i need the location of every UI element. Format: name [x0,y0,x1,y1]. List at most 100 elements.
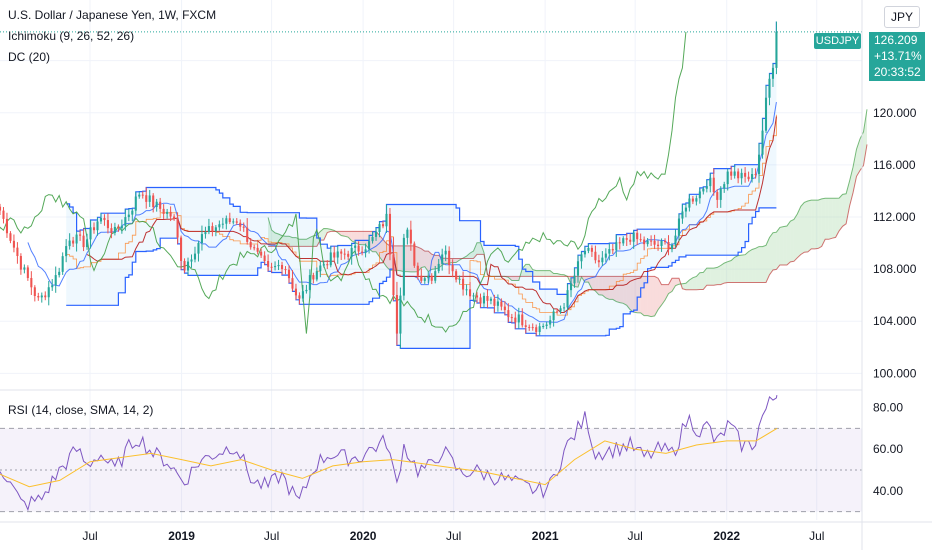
candle[interactable] [159,197,162,213]
candle[interactable] [277,259,280,271]
candle[interactable] [754,168,757,179]
candle[interactable] [16,242,19,264]
candle[interactable] [392,237,395,301]
candle[interactable] [573,267,576,288]
candle[interactable] [486,289,489,308]
candle[interactable] [670,242,674,253]
candle[interactable] [538,322,541,336]
candle[interactable] [420,268,423,283]
candle[interactable] [681,204,684,224]
candle[interactable] [0,203,2,216]
currency-button[interactable]: JPY [884,6,920,28]
candle[interactable] [590,245,593,257]
candle[interactable] [378,221,381,238]
candle[interactable] [716,189,719,208]
candle[interactable] [465,284,468,296]
ichimoku-legend[interactable]: Ichimoku (9, 26, 52, 26) [8,29,135,43]
candle[interactable] [176,212,179,244]
candle[interactable] [709,173,712,193]
candle[interactable] [326,260,329,270]
candle[interactable] [72,236,75,247]
candle[interactable] [145,187,148,209]
candle[interactable] [775,21,778,75]
candle[interactable] [712,168,715,196]
candle[interactable] [764,85,768,133]
candle[interactable] [472,292,475,302]
candle[interactable] [719,186,722,208]
candle[interactable] [594,245,597,264]
candle[interactable] [430,273,433,285]
candle[interactable] [566,283,569,311]
candle[interactable] [737,168,740,184]
candle[interactable] [173,214,176,221]
candle[interactable] [2,207,5,224]
candle[interactable] [166,208,169,219]
candle[interactable] [294,283,297,300]
candle[interactable] [604,248,607,263]
candle[interactable] [280,261,284,276]
candle[interactable] [462,271,465,296]
candle[interactable] [106,213,109,234]
candle[interactable] [475,292,479,304]
candle[interactable] [434,265,437,284]
candle[interactable] [684,203,687,218]
candle[interactable] [730,166,733,180]
candle[interactable] [545,321,548,330]
candle[interactable] [249,238,252,250]
candle[interactable] [629,233,632,245]
candle[interactable] [193,246,197,263]
candle[interactable] [284,266,287,275]
candle[interactable] [402,233,405,301]
candle[interactable] [768,73,771,106]
candle[interactable] [242,222,245,232]
candle[interactable] [469,281,472,300]
candle[interactable] [148,189,151,207]
candle[interactable] [274,261,277,271]
candle[interactable] [246,218,249,245]
candle[interactable] [26,265,29,281]
candle[interactable] [761,118,764,159]
candle[interactable] [691,195,694,205]
candle[interactable] [235,218,238,225]
candle[interactable] [82,228,85,252]
candle[interactable] [576,255,580,283]
candle[interactable] [256,244,259,255]
candle[interactable] [37,292,40,301]
candle[interactable] [374,227,378,241]
candle[interactable] [329,246,332,268]
candle[interactable] [267,254,270,272]
rsi-legend[interactable]: RSI (14, close, SMA, 14, 2) [8,403,154,417]
candle[interactable] [493,294,496,313]
candle[interactable] [12,234,15,253]
candle[interactable] [771,63,775,87]
candle[interactable] [340,249,343,260]
candle[interactable] [674,229,677,248]
candle[interactable] [625,233,628,247]
candle[interactable] [232,218,235,225]
candle[interactable] [608,243,611,261]
candle[interactable] [556,308,559,314]
candle[interactable] [225,215,228,230]
candle[interactable] [5,212,9,238]
candle[interactable] [89,219,92,249]
candle[interactable] [221,217,224,229]
candle[interactable] [155,198,158,212]
candle[interactable] [427,271,430,284]
candle[interactable] [207,218,210,235]
candle[interactable] [441,248,444,271]
candle[interactable] [357,241,360,256]
candle[interactable] [131,208,134,222]
candle[interactable] [315,267,318,282]
candle[interactable] [636,229,639,245]
candle[interactable] [228,212,231,225]
candle[interactable] [677,213,681,242]
candle[interactable] [79,229,82,241]
candle[interactable] [583,246,586,258]
candle[interactable] [406,227,409,245]
candle[interactable] [218,220,221,231]
candle[interactable] [413,241,416,268]
candle[interactable] [186,257,190,276]
candle[interactable] [197,241,200,262]
candle[interactable] [134,191,137,215]
